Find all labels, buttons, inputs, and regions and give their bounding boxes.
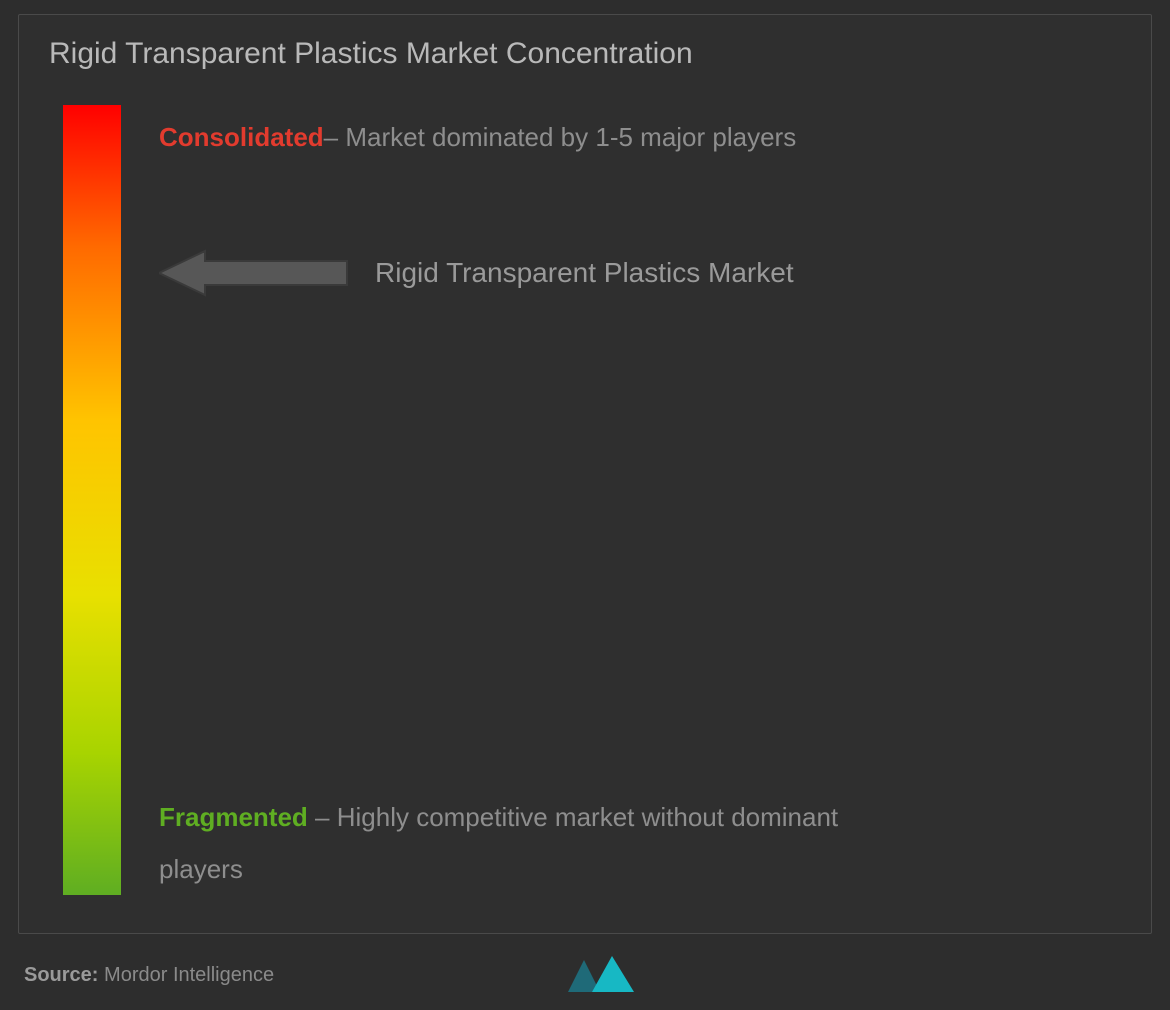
arrow-left-icon <box>159 249 349 297</box>
consolidated-lead: Consolidated <box>159 122 324 152</box>
consolidated-description: Consolidated– Market dominated by 1-5 ma… <box>159 111 879 163</box>
fragmented-lead: Fragmented <box>159 802 308 832</box>
market-position-label: Rigid Transparent Plastics Market <box>375 257 794 289</box>
footer: Source: Mordor Intelligence <box>18 950 1152 994</box>
market-position-marker: Rigid Transparent Plastics Market <box>159 249 794 297</box>
source-attribution: Source: Mordor Intelligence <box>24 964 274 987</box>
logo-right-shape <box>592 956 634 992</box>
source-label: Source: <box>24 964 98 986</box>
source-value: Mordor Intelligence <box>104 964 274 986</box>
fragmented-description: Fragmented – Highly competitive market w… <box>159 791 899 895</box>
consolidated-rest: – Market dominated by 1-5 major players <box>324 122 797 152</box>
mordor-logo-icon <box>566 956 636 996</box>
concentration-gradient-bar <box>63 105 121 895</box>
chart-title: Rigid Transparent Plastics Market Concen… <box>49 37 693 71</box>
info-card: Rigid Transparent Plastics Market Concen… <box>18 14 1152 934</box>
